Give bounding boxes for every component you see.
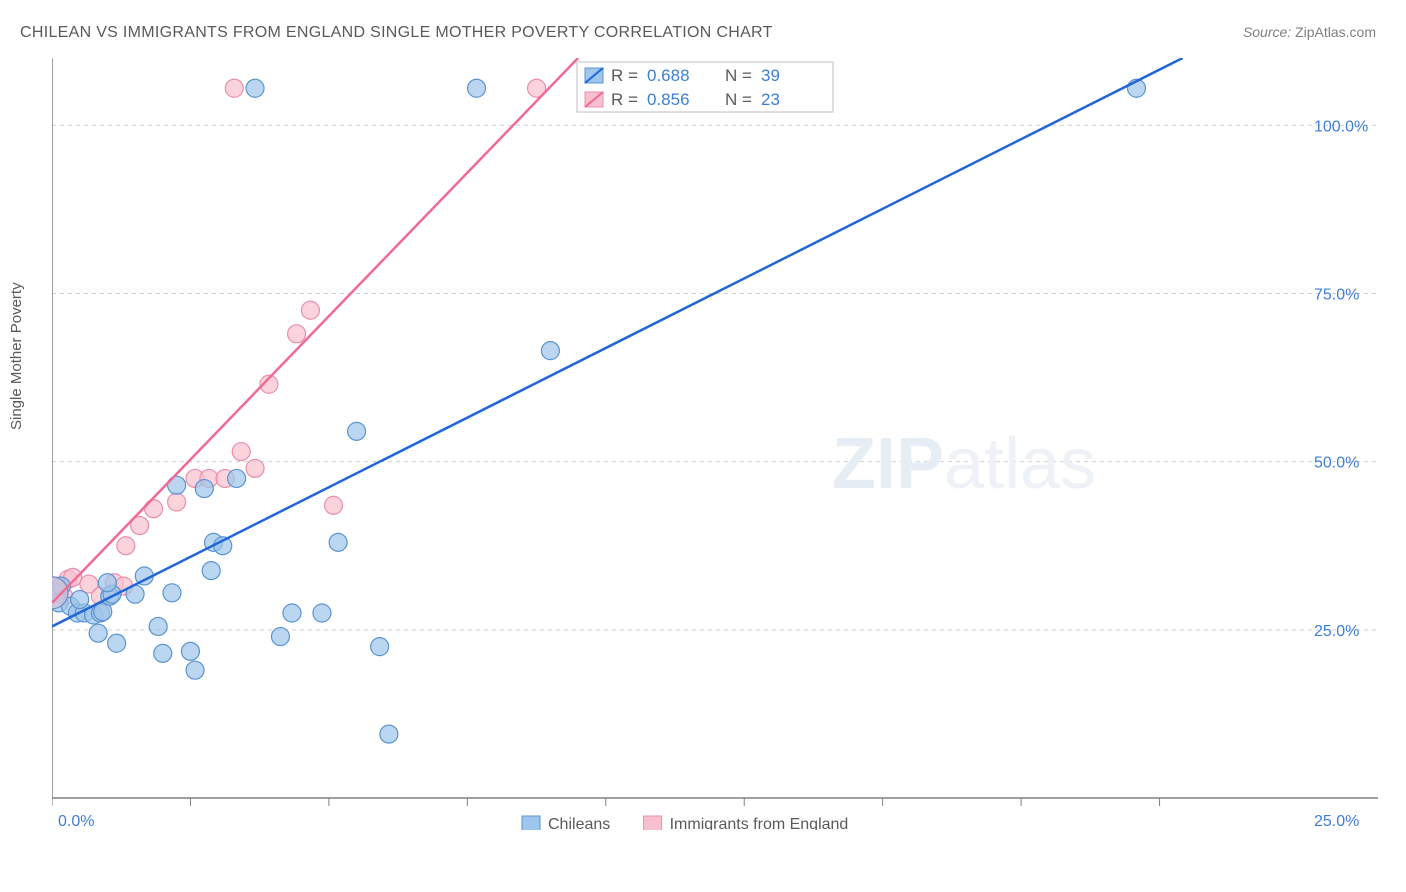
- legend-n-label: N =: [725, 90, 752, 109]
- trendline-immigrants-england: [52, 58, 578, 603]
- legend-r-value: 0.856: [647, 90, 690, 109]
- legend-n-value: 23: [761, 90, 780, 109]
- legend-n-value: 39: [761, 66, 780, 85]
- svg-text:100.0%: 100.0%: [1314, 118, 1368, 135]
- series-chileans: [52, 79, 1145, 743]
- legend-r-value: 0.688: [647, 66, 690, 85]
- source-value: ZipAtlas.com: [1295, 24, 1376, 40]
- svg-text:Immigrants from England: Immigrants from England: [670, 816, 849, 830]
- series-legend: Chileans Immigrants from England: [522, 816, 848, 830]
- svg-text:25.0%: 25.0%: [1314, 813, 1359, 830]
- legend-r-label: R =: [611, 66, 638, 85]
- legend-r-label: R =: [611, 90, 638, 109]
- chart-title: CHILEAN VS IMMIGRANTS FROM ENGLAND SINGL…: [20, 24, 773, 42]
- watermark: ZIPatlas: [832, 424, 1096, 504]
- scatter-plot-svg: ZIPatlas 25.0% 50.0% 75.0% 100.0% R = 0.688…: [52, 58, 1378, 830]
- svg-text:50.0%: 50.0%: [1314, 455, 1359, 472]
- source-attribution: Source: ZipAtlas.com: [1243, 24, 1376, 40]
- y-axis-label: Single Mother Poverty: [8, 282, 25, 430]
- gridlines: [52, 125, 1378, 630]
- svg-text:0.0%: 0.0%: [58, 813, 94, 830]
- legend-row-chileans: R = 0.688 N = 39: [585, 66, 780, 85]
- svg-text:25.0%: 25.0%: [1314, 623, 1359, 640]
- source-label: Source:: [1243, 24, 1291, 40]
- y-tick-labels: 25.0% 50.0% 75.0% 100.0%: [1314, 118, 1368, 640]
- correlation-legend: R = 0.688 N = 39 R = 0.856 N = 23: [577, 62, 833, 112]
- trendline-chileans: [52, 58, 1183, 626]
- legend-row-immigrants: R = 0.856 N = 23: [585, 90, 780, 109]
- svg-text:75.0%: 75.0%: [1314, 286, 1359, 303]
- x-ticks: [52, 798, 1160, 806]
- legend-n-label: N =: [725, 66, 752, 85]
- chart-area: ZIPatlas 25.0% 50.0% 75.0% 100.0% R = 0.688…: [52, 58, 1378, 830]
- svg-text:Chileans: Chileans: [548, 816, 610, 830]
